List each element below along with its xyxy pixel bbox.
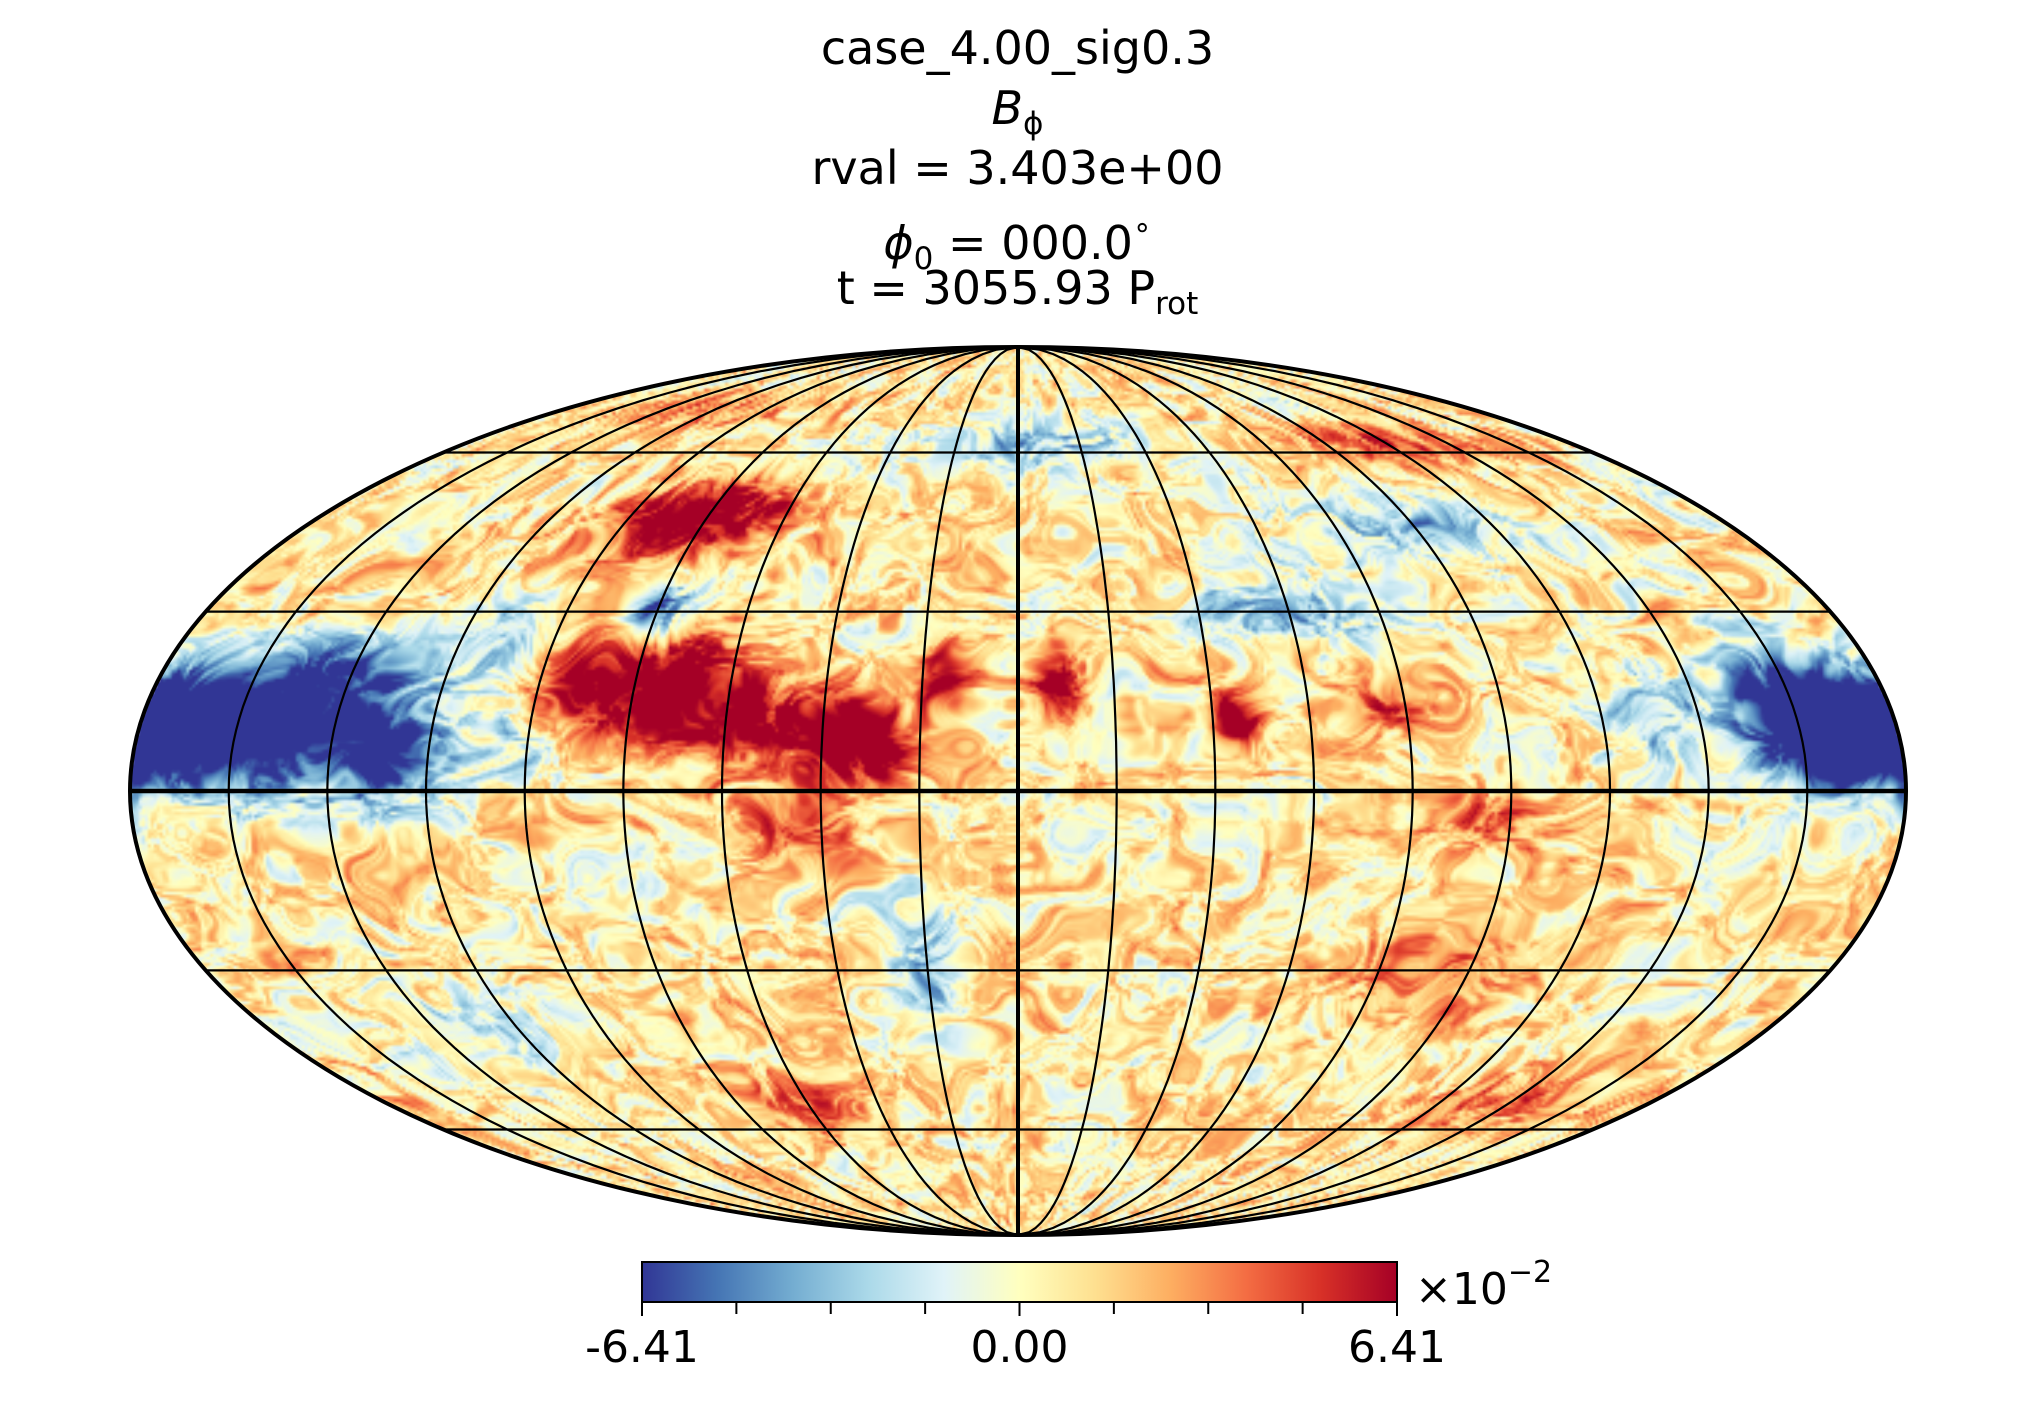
chart-title: case_4.00_sig0.3 Bϕ rval = 3.403e+00 ϕ0 … [0, 18, 2025, 322]
title-rval: rval = 3.403e+00 [811, 141, 1224, 195]
colorbar-tick-label: -6.41 [585, 1322, 699, 1373]
time-main: t = 3055.93 P [836, 261, 1156, 315]
title-variable: Bϕ [0, 78, 2025, 142]
graticule-grid [130, 345, 1906, 1237]
colorbar-ticks [641, 1302, 1398, 1316]
colorbar-scale-exponent: −2 [1507, 1255, 1553, 1290]
phi-sub: 0 [913, 241, 934, 277]
phi-base: ϕ [883, 216, 914, 270]
title-time: t = 3055.93 Prot [0, 258, 2025, 322]
colorbar [642, 1262, 1397, 1302]
time-sub: rot [1155, 286, 1199, 322]
title-case: case_4.00_sig0.3 [820, 21, 1215, 75]
phi-degree: ∘ [1132, 210, 1152, 245]
colorbar-tick-label: 6.41 [1348, 1322, 1446, 1373]
phi-rest: = 000.0 [933, 216, 1133, 270]
colorbar-tick-label: 0.00 [970, 1322, 1069, 1373]
title-phi: ϕ0 = 000.0∘ [0, 198, 2025, 277]
map-outline [128, 345, 1908, 1237]
colorbar-scale-label: ×10 [1415, 1264, 1508, 1315]
variable-base: B [991, 81, 1024, 135]
colorbar-scale: ×10−2 [1415, 1255, 1552, 1315]
variable-sub: ϕ [1023, 106, 1044, 142]
